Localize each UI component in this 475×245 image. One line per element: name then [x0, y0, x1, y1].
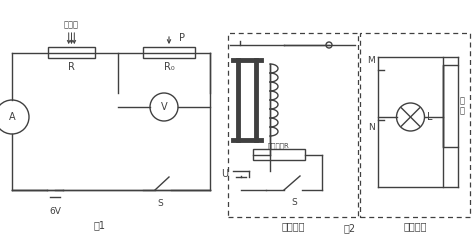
Circle shape [397, 103, 425, 131]
Text: 源: 源 [460, 107, 465, 115]
Bar [253, 149, 305, 160]
Text: 图1: 图1 [94, 220, 106, 230]
Text: 工作电路: 工作电路 [403, 221, 427, 231]
Text: 照射光: 照射光 [64, 20, 79, 29]
Text: 6V: 6V [49, 207, 61, 216]
Text: P: P [179, 33, 185, 43]
Text: 电: 电 [460, 97, 465, 106]
Text: M: M [367, 56, 375, 65]
Text: V: V [161, 102, 167, 112]
Text: A: A [9, 112, 15, 122]
Text: R₀: R₀ [163, 62, 174, 72]
Text: S: S [157, 199, 163, 208]
Text: S: S [291, 198, 297, 207]
Text: L: L [427, 112, 432, 122]
Bar [360, 33, 470, 217]
Bar [443, 65, 458, 147]
Circle shape [150, 93, 178, 121]
Bar [143, 47, 195, 58]
Text: U: U [221, 169, 228, 179]
Text: 图2: 图2 [344, 223, 356, 233]
Text: N: N [368, 123, 375, 132]
Text: 控制电路: 控制电路 [281, 221, 305, 231]
Bar [228, 33, 358, 217]
Text: 光敏电阻R: 光敏电阻R [268, 142, 290, 149]
Circle shape [326, 42, 332, 48]
Bar [48, 47, 95, 58]
Text: R: R [68, 62, 75, 72]
Circle shape [0, 100, 29, 134]
